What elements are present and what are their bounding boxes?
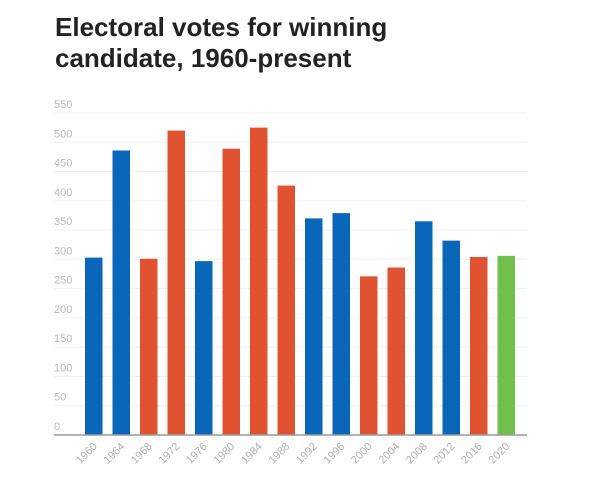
x-tick-label: 1984 — [239, 441, 265, 467]
bar-1992 — [305, 218, 323, 435]
bar-1960 — [85, 257, 103, 435]
bar-2016 — [470, 257, 488, 435]
y-axis-ticks: 0 50 100 150 200 250 300 350 400 450 500 550 — [54, 99, 72, 433]
bar-2004 — [387, 267, 405, 435]
bar-1984 — [250, 127, 268, 436]
x-tick-label: 1972 — [157, 441, 183, 467]
x-tick-label: 2020 — [487, 441, 513, 467]
x-tick-label: 1988 — [267, 441, 293, 467]
bars — [85, 127, 515, 436]
x-tick-label: 2012 — [432, 441, 458, 467]
y-tick-label: 350 — [54, 216, 72, 228]
x-tick-label: 1992 — [294, 441, 320, 467]
y-tick-label: 50 — [54, 392, 66, 404]
y-tick-label: 450 — [54, 158, 72, 170]
bar-1980 — [222, 148, 240, 436]
x-axis-labels: 1960 1964 1968 1972 1976 1980 1984 1988 1992 1996… — [74, 441, 512, 467]
y-tick-label: 400 — [54, 187, 72, 199]
x-tick-label: 2008 — [404, 441, 430, 467]
bar-2012 — [442, 240, 460, 435]
x-tick-label: 1976 — [184, 441, 210, 467]
y-tick-label: 200 — [54, 304, 72, 316]
x-tick-label: 1980 — [212, 441, 238, 467]
x-tick-label: 1968 — [129, 441, 155, 467]
x-tick-label: 1964 — [102, 441, 128, 467]
y-tick-label: 0 — [54, 421, 60, 433]
x-tick-label: 1960 — [74, 441, 100, 467]
bar-2020 — [497, 255, 515, 435]
x-tick-label: 2000 — [349, 441, 375, 467]
y-tick-label: 300 — [54, 245, 72, 257]
y-tick-label: 100 — [54, 362, 72, 374]
y-tick-label: 500 — [54, 128, 72, 140]
bar-1968 — [140, 258, 158, 435]
y-tick-label: 150 — [54, 333, 72, 345]
bar-1988 — [277, 185, 295, 435]
x-tick-label: 2016 — [459, 441, 485, 467]
bar-1964 — [112, 150, 130, 435]
y-tick-label: 550 — [54, 99, 72, 111]
bar-1996 — [332, 213, 350, 435]
x-tick-label: 1996 — [322, 441, 348, 467]
bar-1972 — [167, 130, 185, 435]
chart-title: Electoral votes for winning candidate, 1… — [55, 12, 388, 73]
bar-2008 — [415, 221, 433, 435]
x-tick-label: 2004 — [377, 441, 403, 467]
bar-1976 — [195, 261, 213, 435]
bar-2000 — [360, 276, 378, 435]
y-tick-label: 250 — [54, 275, 72, 287]
